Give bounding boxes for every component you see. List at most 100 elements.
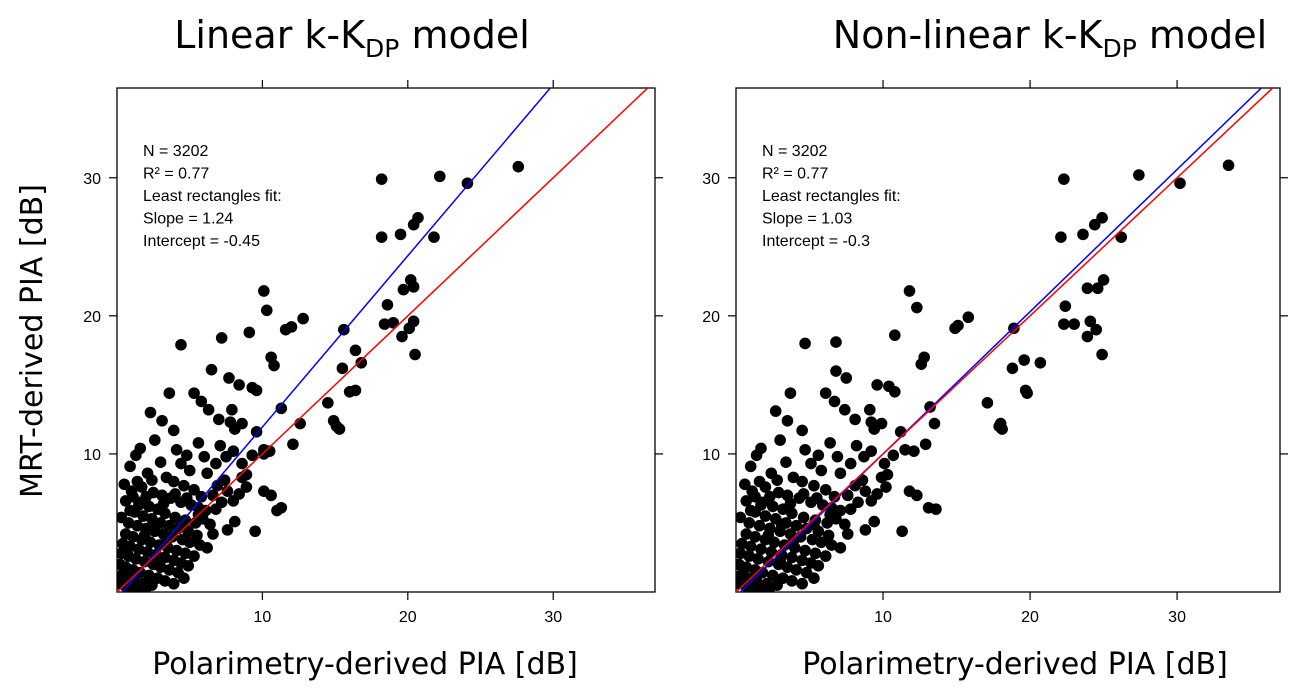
scatter-point	[297, 312, 309, 325]
scatter-point	[461, 177, 474, 190]
scatter-point	[888, 385, 901, 398]
x-axis-title: Polarimetry-derived PIA [dB]	[802, 647, 1228, 682]
scatter-point	[159, 575, 171, 587]
scatter-point	[227, 495, 240, 507]
scatter-point	[839, 403, 851, 416]
scatter-point	[749, 530, 761, 543]
scatter-point	[141, 546, 154, 558]
scatter-point	[865, 495, 878, 507]
scatter-point	[880, 481, 892, 493]
scatter-point	[808, 479, 820, 492]
scatter-point	[202, 403, 215, 416]
scatter-point	[850, 439, 863, 452]
scatter-point	[154, 456, 167, 469]
scatter-point	[753, 519, 766, 532]
x-axis-title: Polarimetry-derived PIA [dB]	[152, 647, 578, 682]
scatter-point	[811, 492, 823, 504]
scatter-point	[812, 559, 825, 572]
scatter-point	[349, 344, 362, 357]
scatter-point	[812, 449, 825, 462]
scatter-point	[1081, 330, 1094, 343]
fit-line-red	[117, 88, 649, 592]
scatter-point	[133, 499, 145, 511]
scatter-point	[863, 403, 876, 416]
x-tick-label: 20	[1021, 609, 1039, 626]
scatter-point	[394, 228, 407, 241]
scatter-point	[250, 384, 263, 397]
annotation-line: Least rectangles fit:	[143, 188, 282, 205]
scatter-point	[137, 510, 149, 522]
scatter-point	[744, 504, 757, 517]
scatter-point	[258, 448, 270, 460]
scatter-point	[228, 423, 241, 435]
scatter-point	[249, 525, 261, 538]
scatter-point	[784, 497, 797, 510]
annotation-line: Slope = 1.24	[143, 211, 233, 228]
scatter-point	[752, 553, 764, 565]
scatter-point	[1034, 356, 1047, 369]
scatter-point	[1115, 231, 1128, 243]
scatter-point	[844, 457, 857, 470]
scatter-point	[878, 457, 891, 470]
scatter-point	[170, 544, 183, 557]
scatter-point	[260, 304, 273, 317]
scatter-point	[163, 519, 176, 532]
scatter-point	[824, 508, 836, 521]
scatter-point	[831, 450, 844, 463]
scatter-point	[226, 403, 238, 416]
scatter-point	[201, 467, 213, 480]
panel-nonlinear: Non-linear k-KDP model Polarimetry-deriv…	[702, 13, 1288, 682]
scatter-point	[786, 551, 798, 564]
scatter-point	[740, 495, 753, 507]
scatter-point	[806, 533, 819, 546]
scatter-point	[322, 397, 334, 409]
scatter-point	[784, 387, 797, 399]
scatter-point	[809, 547, 822, 560]
annotation-line: N = 3202	[762, 143, 827, 160]
scatter-point	[150, 518, 163, 531]
scatter-point	[1081, 282, 1094, 295]
scatter-point	[952, 319, 964, 332]
x-tick-label: 30	[1168, 609, 1186, 626]
scatter-point	[167, 577, 180, 590]
scatter-point	[221, 485, 234, 498]
scatter-point	[796, 577, 808, 590]
annotation-line: Intercept = -0.3	[762, 233, 870, 250]
scatter-point	[771, 474, 783, 486]
scatter-point	[1222, 159, 1235, 172]
annotation-line: Intercept = -0.45	[143, 233, 260, 250]
scatter-point	[799, 443, 811, 456]
scatter-point	[834, 467, 847, 480]
scatter-point	[140, 490, 152, 503]
scatter-point	[240, 481, 253, 493]
scatter-point	[825, 539, 838, 551]
scatter-point	[250, 426, 263, 438]
scatter-point	[778, 539, 791, 551]
scatter-point	[875, 471, 888, 484]
panel-title: Linear k-KDP model	[174, 13, 530, 63]
scatter-point	[397, 283, 410, 296]
y-tick-label: 10	[702, 447, 720, 464]
scatter-point	[743, 517, 756, 529]
panel-title: Non-linear k-KDP model	[833, 13, 1267, 63]
scatter-point	[774, 434, 786, 446]
scatter-point	[796, 554, 808, 567]
scatter-point	[849, 413, 861, 426]
scatter-point	[118, 478, 131, 491]
scatter-point	[740, 561, 753, 573]
scatter-point	[896, 525, 908, 538]
scatter-point	[749, 490, 761, 503]
scatter-point	[207, 528, 219, 540]
scatter-point	[852, 496, 864, 509]
scatter-point	[888, 329, 901, 341]
scatter-point	[215, 496, 228, 509]
scatter-point	[765, 546, 778, 558]
scatter-point	[787, 471, 800, 484]
scatter-point	[512, 160, 525, 173]
scatter-point	[790, 564, 803, 576]
scatter-point	[786, 507, 798, 520]
scatter-point	[996, 423, 1008, 435]
scatter-point	[1018, 354, 1030, 366]
scatter-point	[828, 395, 841, 408]
scatter-point	[188, 550, 200, 562]
